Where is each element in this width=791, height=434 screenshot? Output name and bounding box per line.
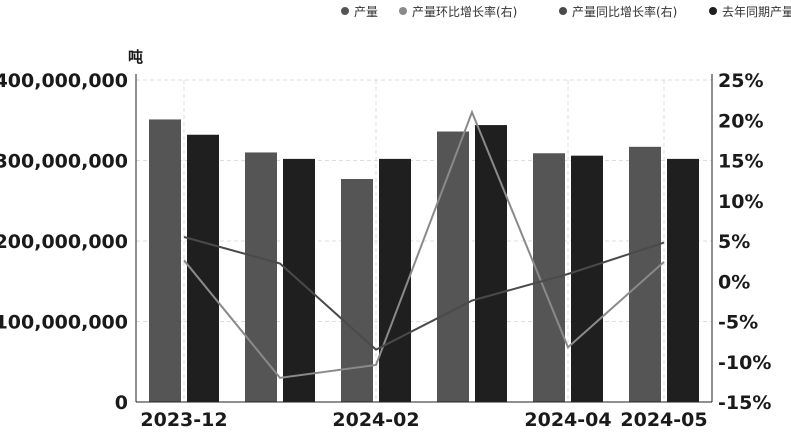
y-left-tick-label: 0 <box>115 392 128 414</box>
legend-label: 产量环比增长率(右) <box>412 4 517 19</box>
y-right-tick-label: 10% <box>718 191 763 213</box>
bar-last-year-production <box>571 155 603 402</box>
y-left-tick-label: 300,000,000 <box>0 151 128 173</box>
bar-production <box>149 119 181 402</box>
bar-production <box>629 146 661 402</box>
bars <box>149 119 699 403</box>
y-unit-label: 吨 <box>128 48 143 66</box>
y-right-tick-label: 0% <box>718 271 750 293</box>
y-right-tick-label: 25% <box>718 70 763 92</box>
legend-marker <box>559 7 567 15</box>
y-right-tick-label: -15% <box>718 392 771 414</box>
y-left-tick-label: 100,000,000 <box>0 312 128 334</box>
legend-label: 去年同期产量 <box>722 5 791 19</box>
axes: 0 100,000,000 200,000,000 300,000,000 400,00… <box>0 70 771 431</box>
legend-marker <box>709 7 717 15</box>
bar-last-year-production <box>187 134 219 403</box>
x-tick-label: 2024-04 <box>524 409 611 430</box>
x-tick-label: 2024-02 <box>332 409 419 430</box>
bar-last-year-production <box>379 158 411 402</box>
legend-label: 产量 <box>354 5 378 19</box>
line-mom-growth <box>183 109 665 379</box>
y-right-tick-label: 15% <box>718 151 763 173</box>
bar-production <box>437 131 469 402</box>
legend-label: 产量同比增长率(右) <box>572 4 677 19</box>
x-tick-label: 2023-12 <box>140 409 227 430</box>
y-right-tick-label: 5% <box>718 231 750 253</box>
bar-production <box>341 179 373 402</box>
bar-production <box>245 152 277 402</box>
y-right-tick-label: 20% <box>718 110 763 132</box>
y-right-tick-label: -10% <box>718 352 771 374</box>
legend: 产量 产量环比增长率(右) 产量同比增长率(右) 去年同期产量 <box>341 4 791 19</box>
legend-marker <box>341 7 349 15</box>
line-yoy-growth <box>183 236 665 351</box>
y-left-tick-label: 400,000,000 <box>0 70 128 92</box>
bar-production <box>533 153 565 402</box>
lines <box>183 109 665 379</box>
bar-last-year-production <box>667 158 699 402</box>
legend-marker <box>399 7 407 15</box>
bar-last-year-production <box>475 125 507 402</box>
y-right-tick-label: -5% <box>718 312 758 334</box>
y-left-tick-label: 200,000,000 <box>0 231 128 253</box>
x-tick-label: 2024-05 <box>620 409 707 430</box>
